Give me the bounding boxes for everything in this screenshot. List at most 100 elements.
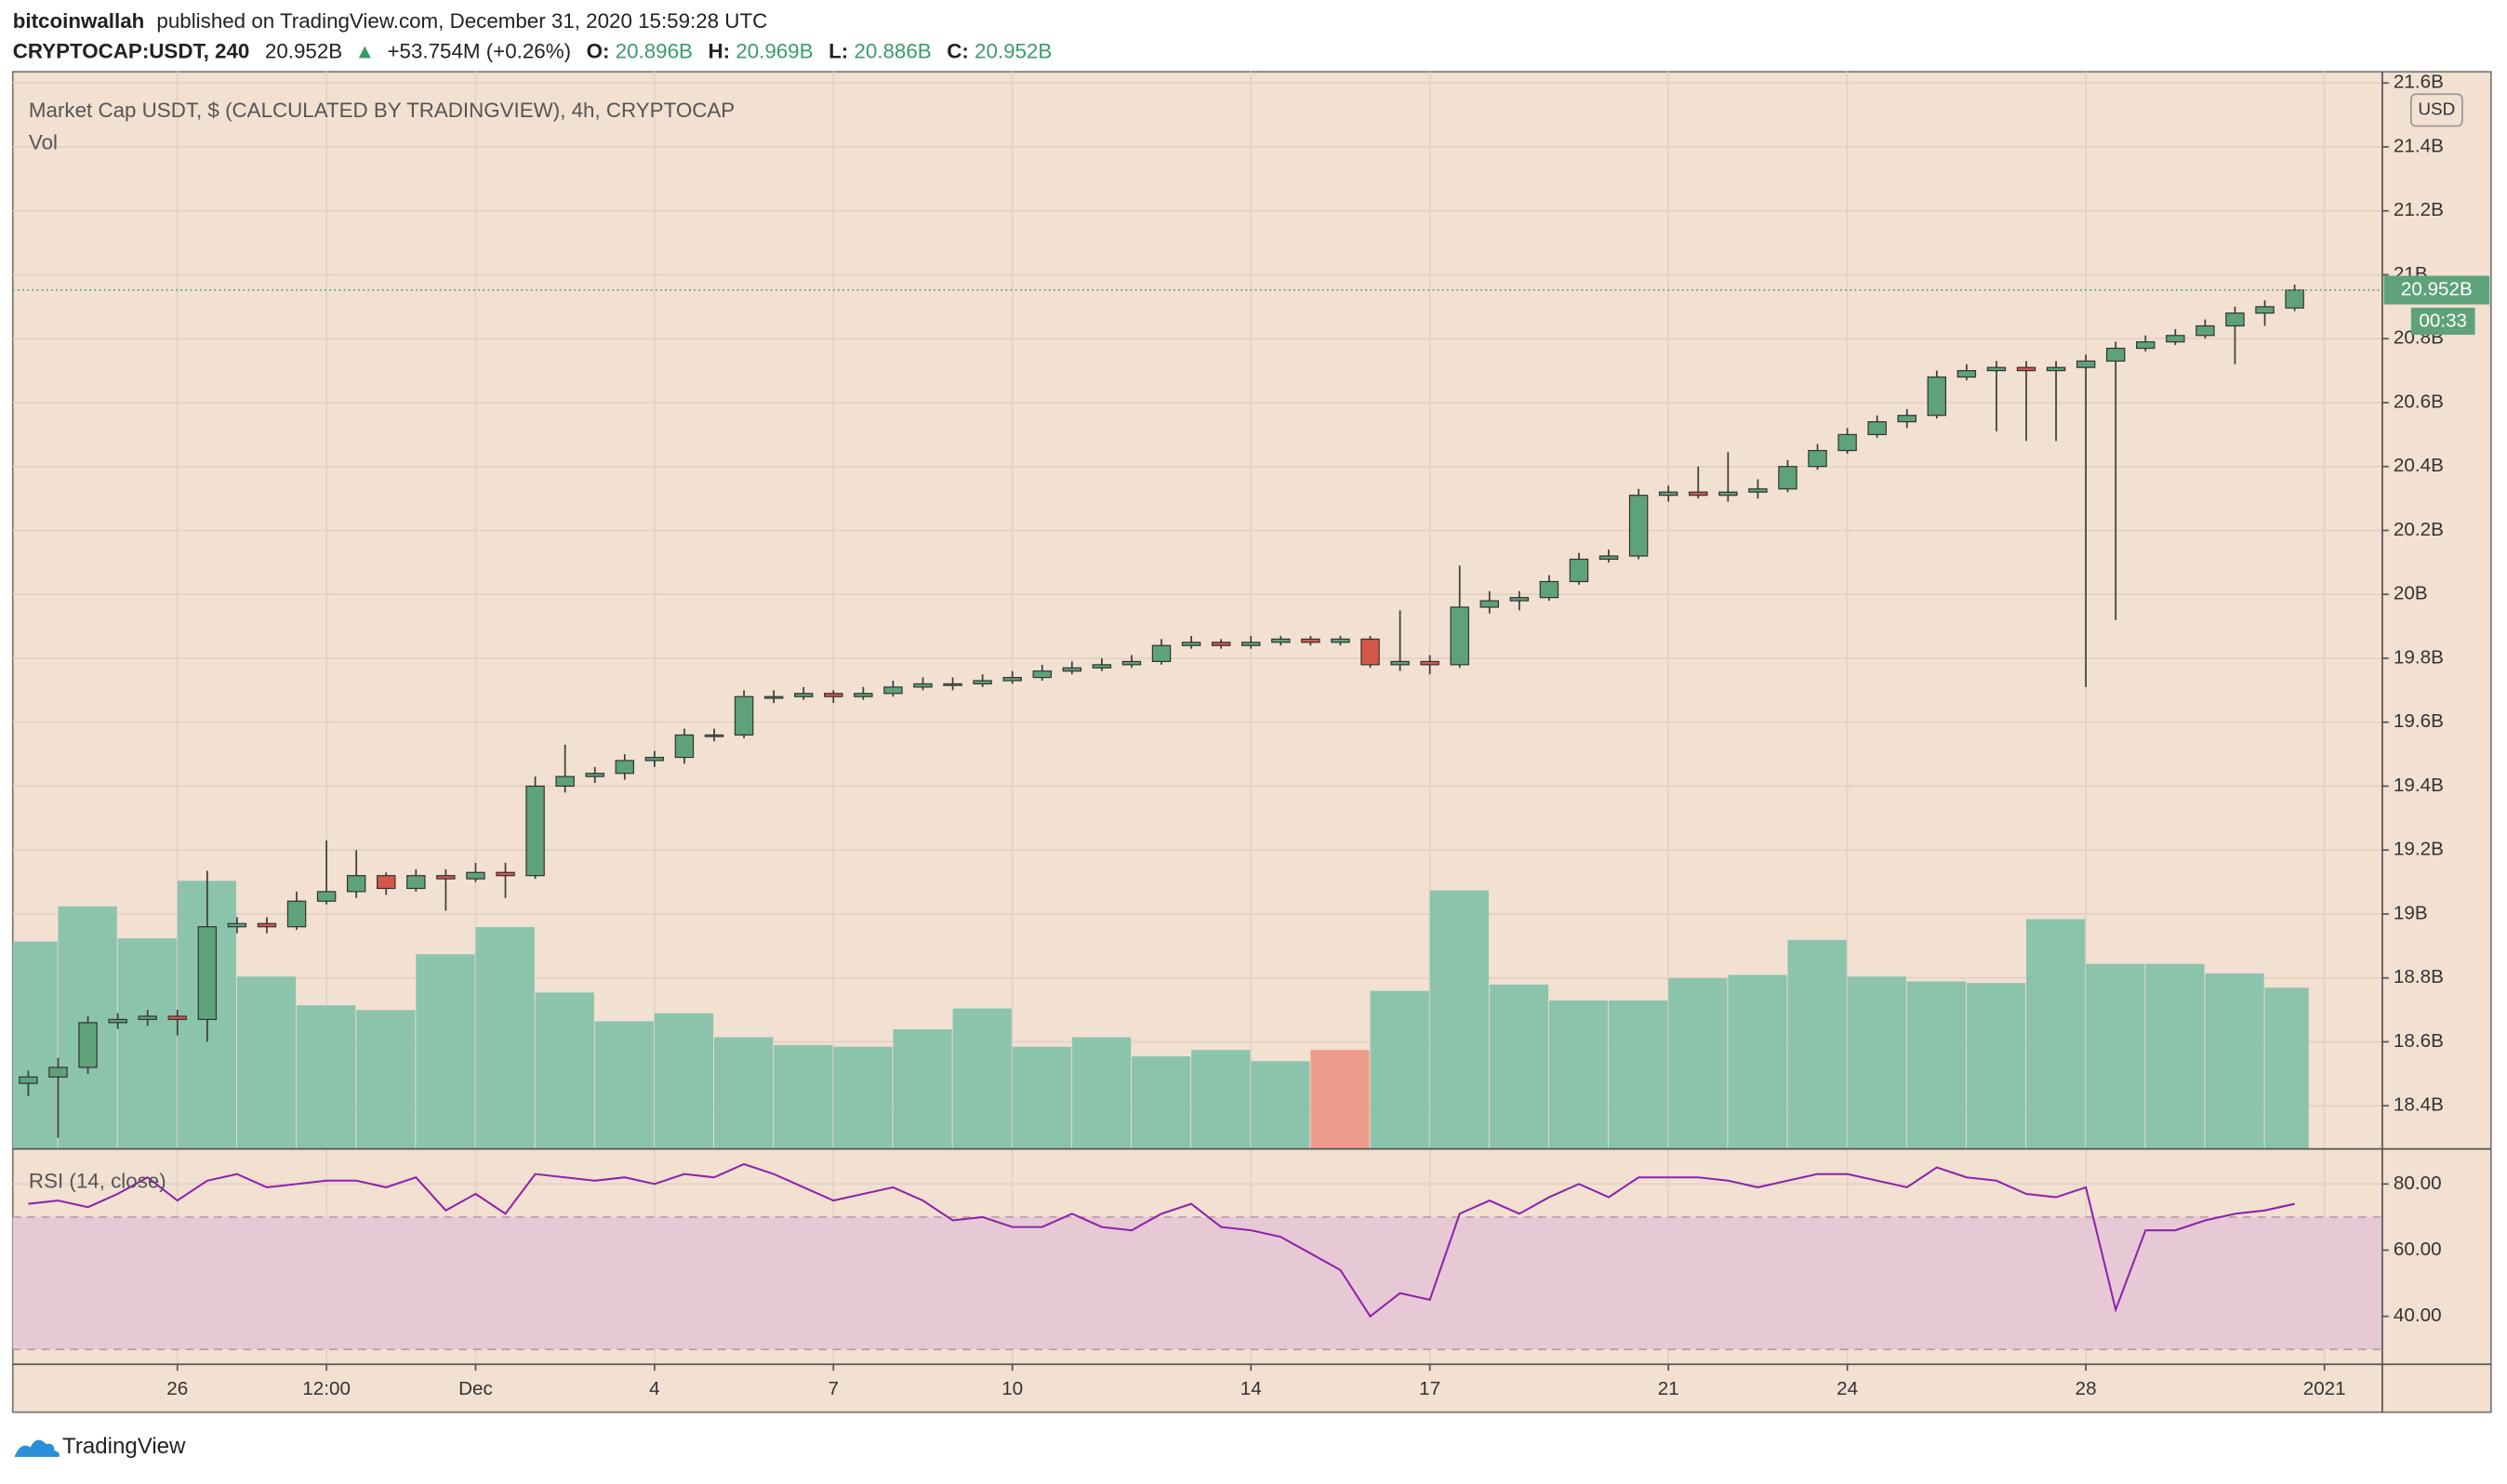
candle-body xyxy=(1986,366,2007,372)
candle-body xyxy=(227,922,247,928)
rsi-tick-label: 80.00 xyxy=(2394,1173,2442,1194)
symbol: CRYPTOCAP:USDT, 240 xyxy=(13,40,250,63)
candle-body xyxy=(197,926,218,1020)
brand-name: TradingView xyxy=(62,1434,186,1459)
volume-legend: Vol xyxy=(29,130,58,153)
candle-body xyxy=(1897,415,1917,423)
volume-bar xyxy=(1370,990,1429,1149)
candle-body xyxy=(1867,421,1887,435)
candle-body xyxy=(734,696,754,736)
change-arrow: ▲ xyxy=(354,40,375,63)
candle-body xyxy=(525,785,545,877)
x-tick-label: 28 xyxy=(2076,1378,2097,1399)
volume-bar xyxy=(594,1021,655,1149)
x-tick-label: 4 xyxy=(649,1378,659,1399)
candle-body xyxy=(1002,676,1022,682)
volume-bar xyxy=(2086,963,2145,1149)
candle-body xyxy=(763,696,784,699)
volume-bar xyxy=(1071,1037,1132,1149)
candle-body xyxy=(2285,289,2304,309)
candle-body xyxy=(854,693,873,697)
chart-frame xyxy=(11,71,2492,1413)
candle-body xyxy=(316,891,337,902)
candle-body xyxy=(1241,642,1261,646)
y-tick-label: 19.2B xyxy=(2394,839,2444,860)
candle-body xyxy=(1628,495,1649,557)
logo-icon xyxy=(14,1439,60,1457)
candle-body xyxy=(1092,664,1112,669)
candle-body xyxy=(674,734,695,759)
candle-body xyxy=(943,682,962,686)
candle-body xyxy=(1837,433,1857,452)
candle-body xyxy=(704,734,724,737)
volume-bar xyxy=(1966,983,2026,1149)
candle-body xyxy=(1658,491,1678,497)
volume-bar xyxy=(1191,1050,1251,1149)
candle-body xyxy=(167,1015,187,1020)
volume-bar xyxy=(1668,977,1728,1149)
series-title: Market Cap USDT, $ (CALCULATED BY TRADIN… xyxy=(29,99,735,122)
y-tick-label: 19B xyxy=(2394,902,2428,923)
candle-body xyxy=(824,693,843,697)
volume-bar xyxy=(12,941,58,1149)
high-value: 20.969B xyxy=(736,40,813,63)
rsi-band-fill xyxy=(12,1216,2382,1350)
candle-body xyxy=(138,1015,157,1020)
volume-bar xyxy=(1429,890,1489,1149)
volume-bar xyxy=(236,976,297,1149)
candle-body xyxy=(615,760,635,775)
volume-bar xyxy=(2205,973,2264,1149)
high-label: H: xyxy=(708,40,730,63)
candle-body xyxy=(1211,642,1231,646)
countdown-box xyxy=(2410,307,2475,336)
candle-body xyxy=(793,693,814,697)
volume-bar xyxy=(535,992,594,1149)
volume-bar xyxy=(416,954,475,1149)
volume-bar xyxy=(1012,1046,1071,1149)
currency-box[interactable] xyxy=(2409,93,2463,127)
candle-body xyxy=(1957,370,1977,378)
candle-body xyxy=(555,775,575,788)
candle-body xyxy=(466,871,485,880)
volume-bar xyxy=(2145,963,2205,1149)
candle-body xyxy=(1509,597,1530,602)
candle-group xyxy=(19,285,2304,1138)
candle-body xyxy=(1689,491,1708,497)
open-label: O: xyxy=(587,40,610,63)
x-tick-label: 12:00 xyxy=(302,1378,351,1399)
candle-body xyxy=(1569,558,1589,583)
candle-body xyxy=(1718,491,1738,497)
candle-body xyxy=(1301,638,1320,643)
candle-body xyxy=(973,680,992,685)
candle-body xyxy=(2166,335,2185,343)
candle-body xyxy=(286,900,307,928)
volume-bar xyxy=(1728,974,1787,1149)
published-info: published on TradingView.com, December 3… xyxy=(156,9,767,33)
y-tick-label: 21.6B xyxy=(2394,72,2444,93)
currency-label[interactable]: USD xyxy=(2418,99,2455,119)
volume-bar xyxy=(952,1008,1012,1149)
header-line-1: bitcoinwallah published on TradingView.c… xyxy=(13,9,767,33)
candle-body xyxy=(1390,660,1410,666)
volume-bar xyxy=(1847,976,1906,1149)
x-tick-label: 7 xyxy=(829,1378,839,1399)
open-value: 20.896B xyxy=(616,40,693,63)
candle-body xyxy=(1062,667,1082,672)
candle-body xyxy=(48,1067,68,1078)
volume-bar xyxy=(475,927,535,1149)
candle-body xyxy=(1748,488,1768,493)
volume-group xyxy=(12,881,2309,1149)
candle-body xyxy=(436,875,456,880)
candle-body xyxy=(2225,312,2245,327)
change: +53.754M (+0.26%) xyxy=(387,40,571,63)
x-tick-label: 2021 xyxy=(2303,1378,2346,1399)
candle-body xyxy=(1121,660,1142,666)
volume-bar xyxy=(2264,987,2309,1149)
candle-body xyxy=(1539,580,1559,599)
y-tick-label: 20.2B xyxy=(2394,519,2444,540)
y-tick-label: 21.4B xyxy=(2394,135,2444,156)
volume-bar xyxy=(117,938,177,1149)
rsi-band-group xyxy=(12,1216,2382,1351)
